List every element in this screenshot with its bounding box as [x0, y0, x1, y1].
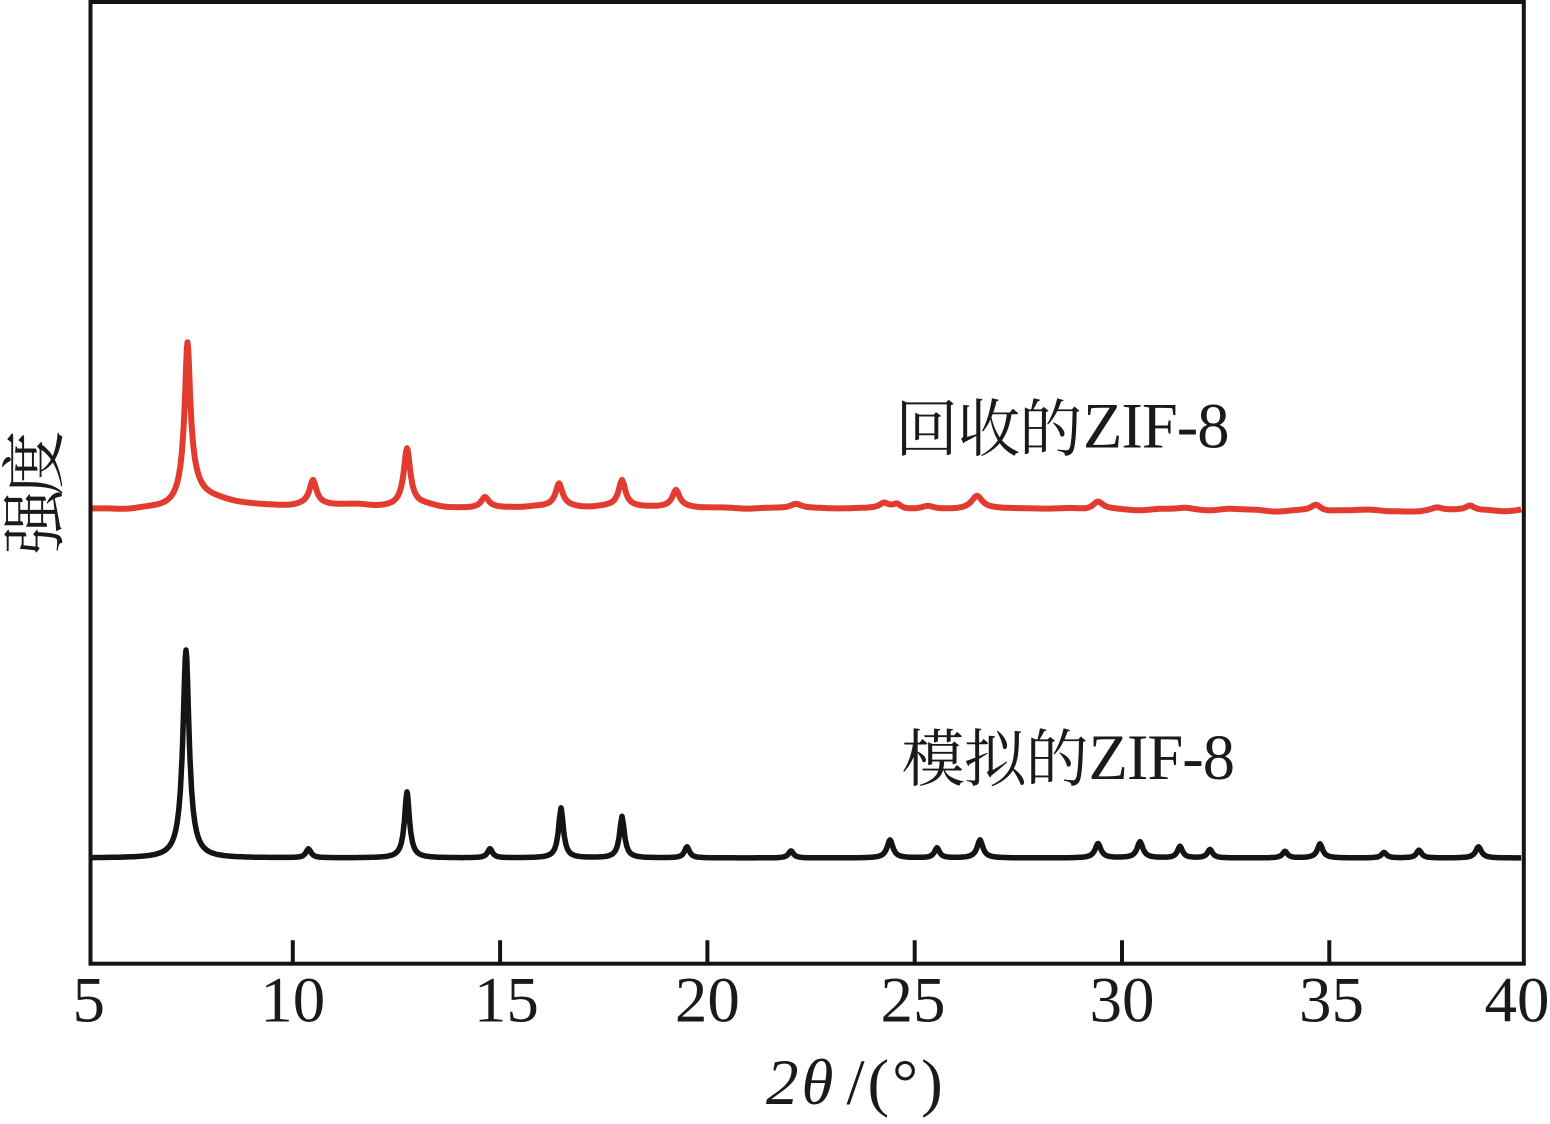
svg-text:5: 5	[73, 964, 106, 1036]
svg-text:40: 40	[1485, 964, 1550, 1036]
svg-text:20: 20	[675, 964, 740, 1036]
svg-text:35: 35	[1299, 964, 1364, 1036]
svg-text:25: 25	[881, 964, 946, 1036]
svg-text:ZIF-8: ZIF-8	[1083, 391, 1228, 462]
svg-text:10: 10	[260, 964, 325, 1036]
svg-text:15: 15	[474, 964, 539, 1036]
svg-text:ZIF-8: ZIF-8	[1089, 722, 1234, 793]
svg-text:30: 30	[1090, 964, 1155, 1036]
svg-text:2θ/(°): 2θ/(°)	[766, 1047, 946, 1119]
